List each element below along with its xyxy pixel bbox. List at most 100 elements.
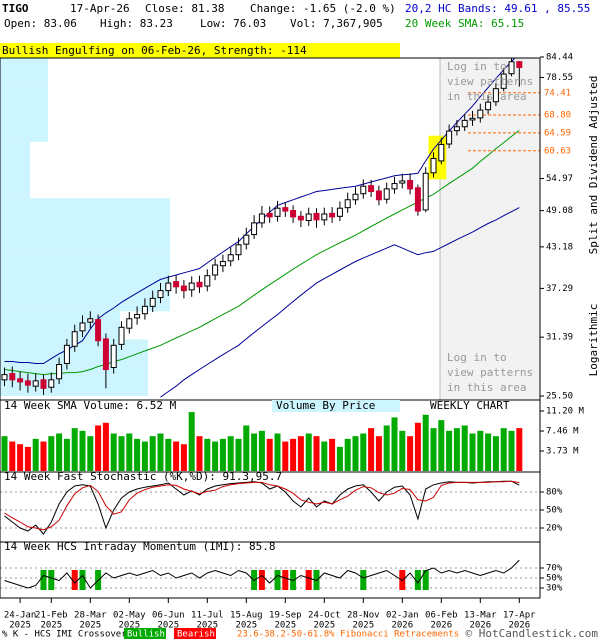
x-tick-label: 17-Apr <box>503 611 536 621</box>
candle-body <box>360 185 367 195</box>
y-tick-label: 84.44 <box>546 53 573 63</box>
volume-bar <box>1 436 8 471</box>
candle-body <box>430 158 437 174</box>
candle-body <box>407 179 414 190</box>
candle-body <box>344 199 351 209</box>
x-tick-label: 13-Mar <box>464 611 497 621</box>
vbp-label: Volume By Price <box>276 399 375 412</box>
volume-bar <box>290 438 297 471</box>
candle-body <box>141 305 148 315</box>
crossover-legend: % K - HCS IMI Crossover, <box>2 630 132 640</box>
bullish-legend: Bullish <box>127 630 165 640</box>
bearish-swatch <box>174 628 216 639</box>
candle-body <box>243 234 250 245</box>
volume-by-price-bar <box>0 282 170 312</box>
axis-note: Logarithmic <box>587 304 600 377</box>
candle-body <box>24 380 31 386</box>
candle-body <box>492 88 499 103</box>
x-tick-year: 2025 <box>118 621 140 631</box>
x-tick-year: 2025 <box>157 621 179 631</box>
y-tick-label: 43.18 <box>546 242 573 252</box>
volume-by-price-bar <box>0 85 48 114</box>
volume-bar <box>453 428 460 471</box>
crossover-signal <box>71 570 78 590</box>
x-tick-label: 06-Jun <box>152 611 185 621</box>
crossover-signal <box>360 570 367 590</box>
low: Low: 76.03 <box>200 17 266 30</box>
volume-bar <box>118 436 125 471</box>
volume-bar <box>227 436 234 471</box>
candle-body <box>399 180 406 184</box>
volume-bar <box>87 436 94 471</box>
x-tick-label: 02-Jan <box>386 611 419 621</box>
volume-bar <box>134 438 141 471</box>
volume-bar <box>141 441 148 471</box>
volume-bar <box>56 433 63 471</box>
pattern-title: Bullish Engulfing on 06-Feb-26, Strength… <box>2 44 307 57</box>
volume-bar <box>297 436 304 471</box>
volume-bar <box>313 436 320 471</box>
volume-bar <box>63 438 70 471</box>
volume-bar <box>352 436 359 471</box>
volume-bar <box>219 438 226 471</box>
x-tick-year: 2026 <box>430 621 452 631</box>
candle-body <box>149 297 156 307</box>
locked-note: in this area <box>447 381 526 394</box>
candle-body <box>461 119 468 128</box>
x-tick-label: 28-Nov <box>347 611 380 621</box>
candle-body <box>204 275 211 287</box>
locked-note: Log in to <box>447 351 507 364</box>
volume-bar <box>508 430 515 471</box>
candle-body <box>63 344 70 365</box>
weekly-label: WEEKLY CHART <box>430 399 510 412</box>
candle-body <box>313 212 320 221</box>
indicator-line <box>4 480 520 531</box>
imi-title: 14 Week HCS Intraday Momentum (IMI): 85.… <box>4 540 276 553</box>
x-tick-label: 19-Sep <box>269 611 302 621</box>
high: High: 83.23 <box>100 17 173 30</box>
volume-bar <box>282 441 289 471</box>
volume-bar <box>71 428 78 471</box>
credit: © HotCandlestick.com <box>466 627 599 640</box>
x-tick-year: 2025 <box>352 621 374 631</box>
volume-bar <box>196 436 203 471</box>
volume-bar <box>500 428 507 471</box>
candle-body <box>79 322 86 332</box>
change: Change: -1.65 (-2.0 %) <box>250 2 396 15</box>
candle-body <box>258 213 265 224</box>
candle-body <box>95 319 102 342</box>
y-tick-label: 7.46 M <box>546 427 579 437</box>
candle-body <box>251 222 258 236</box>
volume-bar <box>149 436 156 471</box>
y-tick-label: 20% <box>546 524 563 534</box>
candle-body <box>446 130 453 145</box>
locked-note: view patterns <box>447 75 533 88</box>
candle-body <box>227 254 234 262</box>
locked-note: Log in to <box>447 60 507 73</box>
volume-bar <box>17 444 24 471</box>
candle-body <box>165 282 172 292</box>
candle-body <box>266 212 273 218</box>
crossover-signal <box>422 570 429 590</box>
x-tick-label: 24-Jan <box>4 611 37 621</box>
volume-bar <box>375 436 382 471</box>
fib-legend: 23.6-38.2-50-61.8% Fibonacci Retracement… <box>237 630 459 640</box>
y-tick-label: 70% <box>546 564 563 574</box>
candle-body <box>516 61 523 68</box>
candle-body <box>157 290 164 299</box>
volume-bar <box>24 446 31 471</box>
volume-by-price-bar <box>0 113 48 142</box>
crossover-signal <box>79 570 86 590</box>
candle-body <box>188 282 195 291</box>
fib-label: 64.59 <box>544 128 571 138</box>
candle-body <box>48 379 55 388</box>
volume-bar <box>492 436 499 471</box>
volume-bar <box>407 436 414 471</box>
candle-body <box>219 261 226 267</box>
crossover-signal <box>48 570 55 590</box>
volume-by-price-bar <box>0 198 170 227</box>
volume-bar <box>399 430 406 471</box>
pattern-banner <box>0 43 400 58</box>
candle-body <box>274 207 281 217</box>
crossover-signal <box>414 570 421 590</box>
